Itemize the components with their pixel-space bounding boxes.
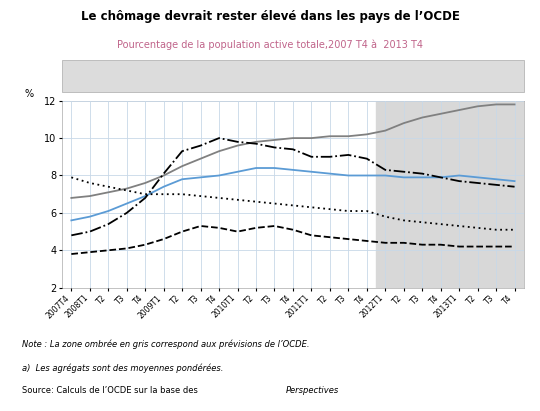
Text: a)  Les agrégats sont des moyennes pondérées.: a) Les agrégats sont des moyennes pondér… — [22, 364, 223, 373]
Text: Pourcentage de la population active totale,2007 T4 à  2013 T4: Pourcentage de la population active tota… — [117, 39, 423, 50]
Text: Source: Calculs de l’OCDE sur la base des: Source: Calculs de l’OCDE sur la base de… — [22, 386, 200, 395]
Text: États-Unis: États-Unis — [435, 72, 477, 81]
Text: OCDE: OCDE — [96, 72, 119, 81]
Text: %: % — [24, 89, 33, 99]
Text: Le chômage devrait rester élevé dans les pays de l’OCDE: Le chômage devrait rester élevé dans les… — [80, 10, 460, 23]
Text: Perspectives: Perspectives — [286, 386, 340, 395]
Text: UE21 sans l’Allemagne (a): UE21 sans l’Allemagne (a) — [176, 72, 287, 81]
Text: Allemagne: Allemagne — [289, 72, 334, 81]
Bar — [376, 101, 524, 288]
Text: Note : La zone ombrée en gris correspond aux prévisions de l’OCDE.: Note : La zone ombrée en gris correspond… — [22, 339, 309, 349]
Text: Japon: Japon — [375, 72, 398, 81]
